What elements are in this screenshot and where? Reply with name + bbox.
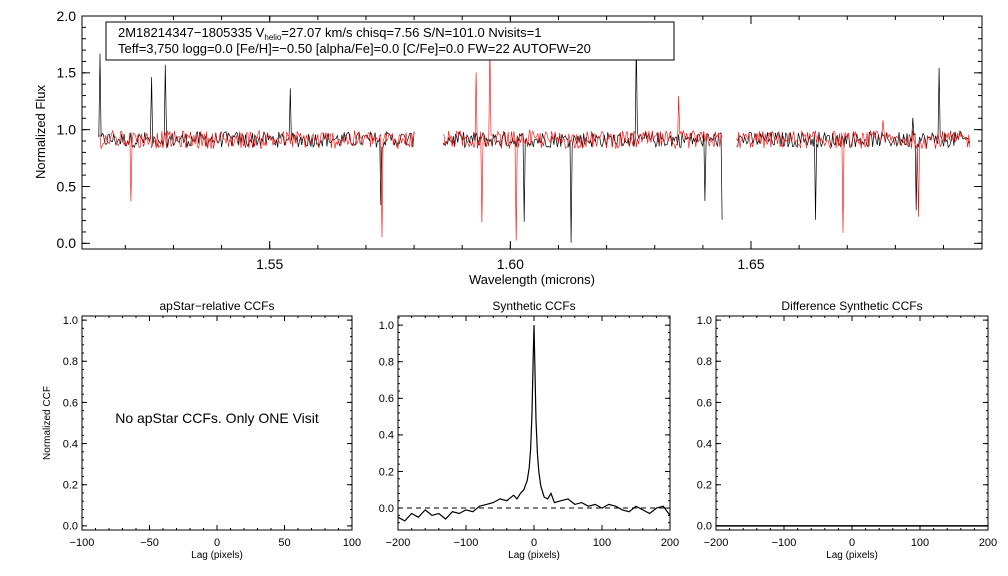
y-tick-label: 0.0 <box>57 235 77 251</box>
synthetic-ccf-title: Synthetic CCFs <box>492 299 575 313</box>
x-tick-label: −100 <box>70 537 95 549</box>
y-tick-label: 0.0 <box>379 503 394 515</box>
x-tick-label: −200 <box>704 537 729 549</box>
synthetic-ccf-x-axis-label: Lag (pixels) <box>508 550 560 561</box>
difference-ccf-x-axis-label: Lag (pixels) <box>826 550 878 561</box>
y-tick-label: 1.0 <box>697 315 712 327</box>
spectrum-x-axis-label: Wavelength (microns) <box>469 272 595 287</box>
apstar-ccf-x-axis-label: Lag (pixels) <box>191 550 243 561</box>
spectrum-panel: 1.55 1.60 1.65 0.0 0.5 1.0 1.5 2.0 2M18214347−1… <box>33 8 983 287</box>
x-tick-label: −200 <box>386 537 411 549</box>
info-box-line-2: Teff=3,750 logg=0.0 [Fe/H]=−0.50 [alpha/… <box>118 41 591 56</box>
y-tick-label: 0.6 <box>697 397 712 409</box>
synthetic-ccf-line <box>397 325 671 522</box>
y-tick-label: 0.4 <box>697 438 712 450</box>
difference-ccf-panel: Difference Synthetic CCFs −200 −100 0 100 20… <box>697 299 997 561</box>
y-tick-label: 0.6 <box>379 393 394 405</box>
y-tick-label: 2.0 <box>57 8 77 24</box>
y-tick-label: 0.2 <box>697 480 712 492</box>
x-tick-label: 1.55 <box>256 256 283 272</box>
y-tick-label: 0.4 <box>379 430 394 442</box>
model-spectrum-line <box>736 120 971 233</box>
apstar-ccf-title: apStar−relative CCFs <box>159 299 274 313</box>
y-tick-label: 1.0 <box>63 315 78 327</box>
x-tick-label: 50 <box>278 537 290 549</box>
y-tick-label: 1.0 <box>57 122 77 138</box>
observed-spectrum-line <box>98 53 415 206</box>
spectrum-plot-area: 1.55 1.60 1.65 0.0 0.5 1.0 1.5 2.0 <box>57 8 983 272</box>
y-tick-label: 1.5 <box>57 65 77 81</box>
apstar-ccf-panel: apStar−relative CCFs −100 −50 0 50 100 0.0 0.2… <box>42 299 361 561</box>
difference-ccf-title: Difference Synthetic CCFs <box>781 299 922 313</box>
x-tick-label: 0 <box>214 537 220 549</box>
info-box-line-1: 2M18214347−1805335 Vhelio=27.07 km/s chi… <box>118 25 541 42</box>
model-spectrum-line <box>98 129 415 238</box>
y-tick-label: 0.2 <box>379 466 394 478</box>
observed-spectrum-line <box>442 41 723 243</box>
y-tick-label: 0.2 <box>63 480 78 492</box>
synthetic-ccf-tick-group: −200 −100 0 100 200 0.0 0.2 0.4 0.6 0.8 1.0 <box>379 316 679 549</box>
x-tick-label: 200 <box>661 537 679 549</box>
model-spectrum-line <box>442 46 723 241</box>
synthetic-ccf-panel: Synthetic CCFs −200 −100 0 100 200 0.0 0.2 0.4 0… <box>379 299 679 561</box>
x-tick-label: 1.65 <box>737 256 764 272</box>
difference-ccf-tick-group: −200 −100 0 100 200 0.0 0.2 0.4 0.6 0.8 1.0 <box>697 315 997 549</box>
info-box-frame <box>105 21 675 61</box>
y-tick-label: 0.0 <box>697 521 712 533</box>
x-tick-label: 0 <box>849 537 855 549</box>
spectrum-frame <box>81 15 983 250</box>
apstar-ccf-y-axis-label: Normalized CCF <box>42 386 53 460</box>
y-tick-label: 0.5 <box>57 178 77 194</box>
y-tick-label: 1.0 <box>379 320 394 332</box>
apstar-ccf-message: No apStar CCFs. Only ONE Visit <box>115 410 319 426</box>
y-tick-label: 0.4 <box>63 438 78 450</box>
y-tick-label: 0.8 <box>379 357 394 369</box>
spectrum-y-axis-label: Normalized Flux <box>33 85 48 179</box>
x-tick-label: 100 <box>343 537 361 549</box>
y-tick-label: 0.0 <box>63 521 78 533</box>
apstar-ccf-tick-group: −100 −50 0 50 100 0.0 0.2 0.4 0.6 0.8 1.0 <box>63 315 361 549</box>
x-tick-label: 1.60 <box>497 256 524 272</box>
difference-ccf-frame <box>715 315 989 531</box>
x-tick-label: −100 <box>454 537 479 549</box>
spectrum-info-box: 2M18214347−1805335 Vhelio=27.07 km/s chi… <box>105 21 675 61</box>
spectrum-tick-group: 1.55 1.60 1.65 0.0 0.5 1.0 1.5 2.0 <box>57 8 982 272</box>
synthetic-ccf-series-group <box>397 325 671 522</box>
x-tick-label: 100 <box>593 537 611 549</box>
spectrum-series-group <box>98 41 971 243</box>
x-tick-label: 100 <box>911 537 929 549</box>
x-tick-label: −100 <box>772 537 797 549</box>
y-tick-label: 0.6 <box>63 397 78 409</box>
x-tick-label: 200 <box>979 537 997 549</box>
y-tick-label: 0.8 <box>697 356 712 368</box>
x-tick-label: 0 <box>531 537 537 549</box>
x-tick-label: −50 <box>140 537 159 549</box>
y-tick-label: 0.8 <box>63 356 78 368</box>
